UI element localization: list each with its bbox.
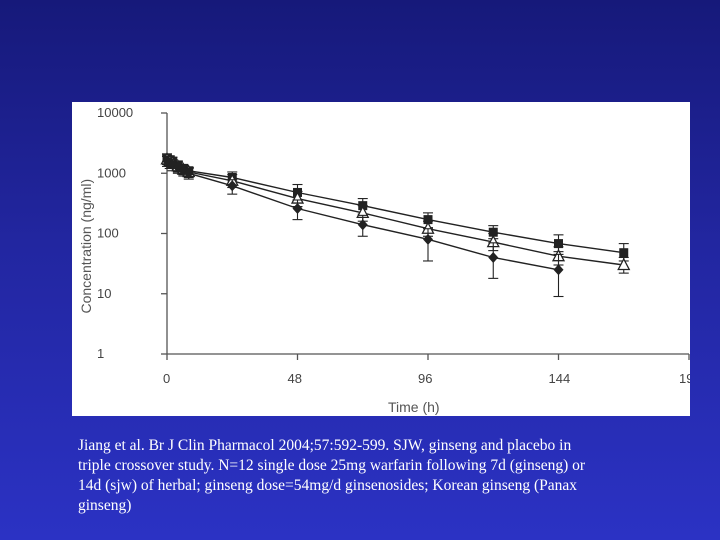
- data-point-diamond: [227, 180, 238, 192]
- data-point-square: [423, 215, 433, 225]
- data-point-diamond: [553, 264, 564, 276]
- caption-line-2: triple crossover study. N=12 single dose…: [78, 457, 586, 474]
- data-point-diamond: [357, 219, 368, 231]
- data-point-square: [488, 227, 498, 237]
- series-1-line: [166, 157, 624, 254]
- y-axis-title: Concentration (ng/ml): [78, 179, 94, 314]
- slide-caption: Jiang et al. Br J Clin Pharmacol 2004;57…: [78, 436, 688, 516]
- data-point-square: [619, 248, 629, 258]
- y-tick-label: 1: [97, 346, 104, 361]
- y-tick-label: 100: [97, 226, 119, 241]
- data-point-diamond: [423, 233, 433, 245]
- chart-panel: 1 10 100 1000 10000 0 48 96 144 192 Time (h) Concen…: [72, 102, 690, 416]
- data-point-triangle: [617, 257, 631, 271]
- y-tick-label: 10000: [97, 105, 133, 120]
- caption-line-4: ginseng): [78, 497, 132, 514]
- data-point-diamond: [488, 251, 499, 263]
- caption-line-1: Jiang et al. Br J Clin Pharmacol 2004;57…: [78, 437, 572, 454]
- concentration-time-chart: 1 10 100 1000 10000 0 48 96 144 192 Time (h) Concen…: [78, 105, 690, 415]
- data-point-square: [554, 239, 563, 249]
- y-tick-label: 10: [97, 286, 111, 301]
- x-tick-label: 96: [418, 371, 432, 386]
- x-tick-label: 48: [288, 371, 302, 386]
- data-point-diamond: [292, 202, 303, 214]
- x-tick-label: 192: [679, 371, 690, 386]
- y-tick-label: 1000: [97, 165, 126, 180]
- x-axis-title: Time (h): [388, 399, 440, 415]
- x-tick-label: 144: [549, 371, 571, 386]
- data-point-diamond: [183, 167, 194, 179]
- x-tick-label: 0: [163, 371, 170, 386]
- caption-line-3: 14d (sjw) of herbal; ginseng dose=54mg/d…: [78, 477, 578, 494]
